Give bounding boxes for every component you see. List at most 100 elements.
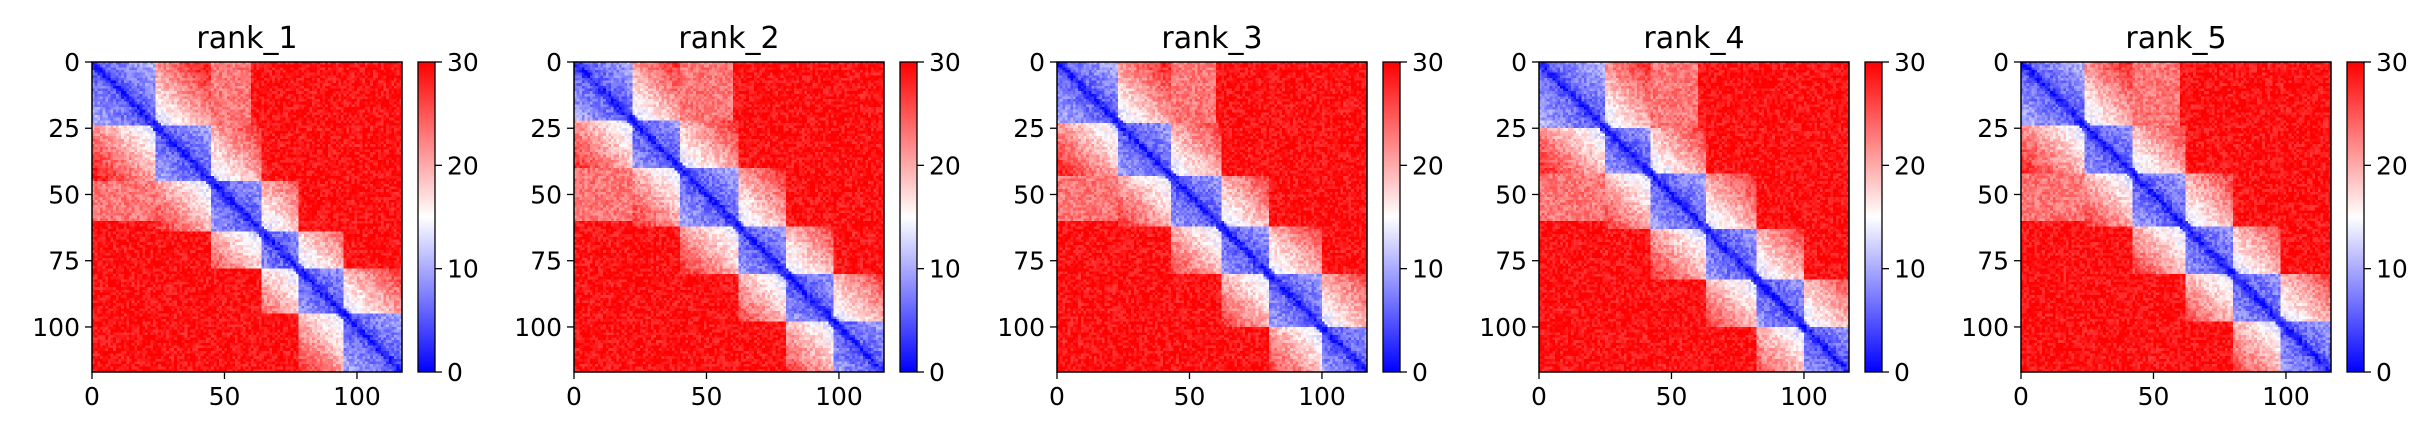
heatmap-cell — [328, 83, 331, 86]
heatmap-cell — [129, 91, 132, 94]
heatmap-cell — [285, 91, 288, 94]
heatmap-cell — [365, 75, 368, 78]
heatmap-cell — [312, 78, 315, 81]
heatmap-cell — [288, 83, 291, 86]
heatmap-cell — [230, 67, 233, 70]
heatmap-cell — [262, 70, 265, 73]
heatmap-cell — [132, 73, 135, 76]
heatmap-cell — [195, 81, 198, 84]
heatmap-cell — [293, 83, 296, 86]
heatmap-cell — [124, 78, 127, 81]
heatmap-cell — [179, 67, 182, 70]
heatmap-cell — [201, 83, 204, 86]
heatmap-cell — [166, 65, 169, 68]
heatmap-cell — [373, 75, 376, 78]
heatmap-cell — [230, 70, 233, 73]
heatmap-cell — [153, 89, 156, 92]
heatmap-cell — [190, 65, 193, 68]
heatmap-cell — [349, 86, 352, 89]
heatmap-cell — [108, 73, 111, 76]
heatmap-cell — [346, 81, 349, 84]
heatmap-cell — [164, 67, 167, 70]
heatmap-cell — [383, 91, 386, 94]
heatmap-cell — [362, 67, 365, 70]
heatmap-cell — [272, 81, 275, 84]
heatmap-cell — [156, 81, 159, 84]
heatmap-cell — [338, 67, 341, 70]
heatmap-cell — [111, 81, 114, 84]
heatmap-cell — [140, 70, 143, 73]
heatmap-cell — [203, 81, 206, 84]
heatmap-cell — [142, 86, 145, 89]
heatmap-cell — [272, 89, 275, 92]
heatmap-cell — [113, 81, 116, 84]
heatmap-cell — [307, 83, 310, 86]
heatmap-cell — [320, 89, 323, 92]
heatmap-cell — [378, 91, 381, 94]
heatmap-cell — [251, 73, 254, 76]
heatmap-cell — [291, 75, 294, 78]
heatmap-cell — [325, 65, 328, 68]
heatmap-cell — [171, 86, 174, 89]
heatmap-cell — [238, 86, 241, 89]
heatmap-cell — [389, 67, 392, 70]
heatmap-cell — [354, 86, 357, 89]
heatmap-cell — [272, 65, 275, 68]
heatmap-cell — [304, 83, 307, 86]
heatmap-cell — [283, 67, 286, 70]
heatmap-cell — [357, 70, 360, 73]
heatmap-cell — [317, 65, 320, 68]
heatmap-cell — [174, 70, 177, 73]
heatmap-cell — [376, 91, 379, 94]
heatmap-cell — [264, 78, 267, 81]
heatmap-cell — [338, 65, 341, 68]
heatmap-cell — [301, 70, 304, 73]
heatmap-cell — [235, 86, 238, 89]
heatmap-cell — [206, 86, 209, 89]
heatmap-cell — [373, 86, 376, 89]
heatmap-cell — [150, 65, 153, 68]
heatmap-cell — [171, 81, 174, 84]
heatmap-cell — [368, 89, 371, 92]
heatmap-cell — [373, 91, 376, 94]
heatmap-cell — [309, 75, 312, 78]
heatmap-cell — [360, 73, 363, 76]
heatmap-cell — [137, 86, 140, 89]
heatmap-cell — [376, 73, 379, 76]
heatmap-cell — [195, 86, 198, 89]
heatmap-cell — [230, 89, 233, 92]
heatmap-cell — [354, 73, 357, 76]
heatmap-cell — [219, 78, 222, 81]
heatmap-cell — [100, 86, 103, 89]
heatmap-cell — [161, 73, 164, 76]
heatmap-cell — [360, 83, 363, 86]
heatmap-cell — [116, 91, 119, 94]
heatmap-cell — [100, 89, 103, 92]
heatmap-cell — [280, 83, 283, 86]
heatmap-cell — [142, 73, 145, 76]
heatmap-cell — [309, 89, 312, 92]
heatmap-cell — [111, 75, 114, 78]
heatmap-cell — [378, 89, 381, 92]
heatmap-cell — [203, 75, 206, 78]
heatmap-cell — [391, 89, 394, 92]
heatmap-cell — [376, 67, 379, 70]
heatmap-cell — [243, 91, 246, 94]
heatmap-cell — [217, 73, 220, 76]
heatmap-cell — [296, 83, 299, 86]
heatmap-cell — [275, 65, 278, 68]
heatmap-cell — [174, 81, 177, 84]
heatmap-cell — [232, 86, 235, 89]
heatmap-cell — [275, 81, 278, 84]
heatmap-cell — [132, 83, 135, 86]
heatmap-cell — [378, 67, 381, 70]
heatmap-cell — [397, 73, 400, 76]
heatmap-cell — [346, 89, 349, 92]
heatmap-cell — [142, 67, 145, 70]
heatmap-cell — [256, 73, 259, 76]
heatmap-cell — [211, 78, 214, 81]
heatmap-cell — [394, 65, 397, 68]
heatmap-cell — [280, 86, 283, 89]
heatmap-cell — [132, 78, 135, 81]
heatmap-cell — [312, 83, 315, 86]
